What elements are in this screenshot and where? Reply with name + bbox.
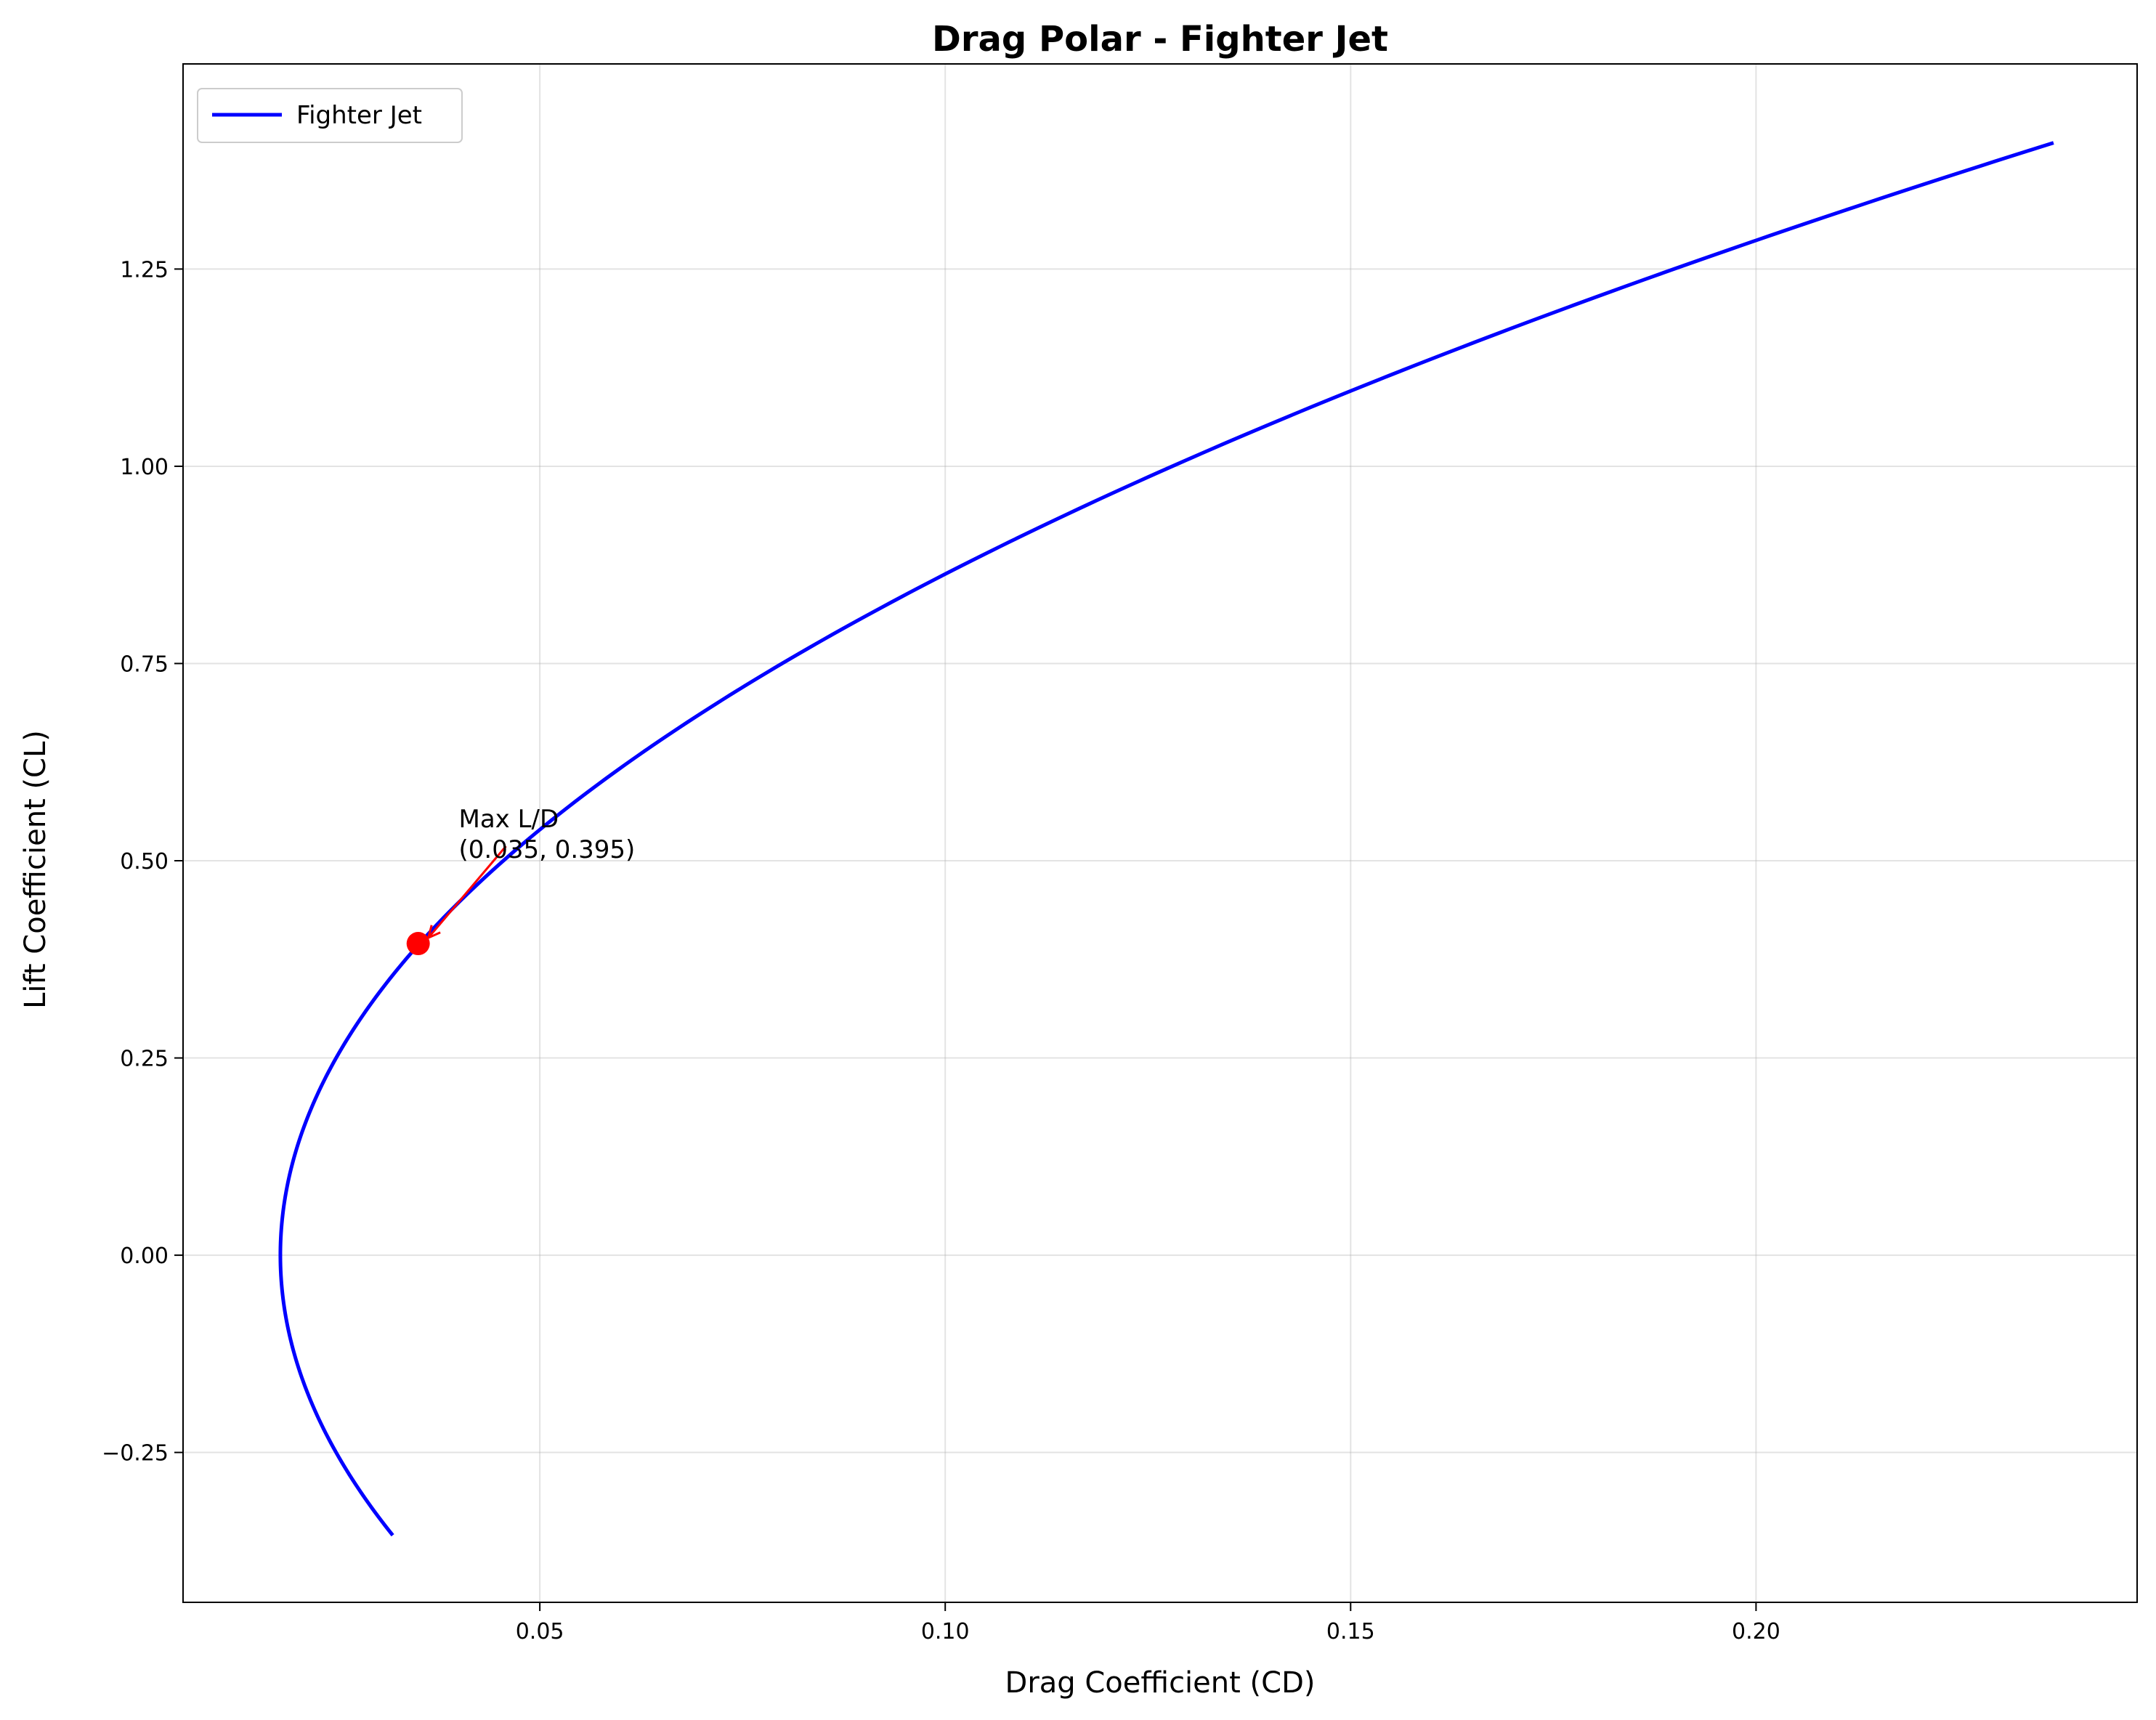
grid-lines (183, 64, 2137, 1602)
y-axis-ticks: −0.25 0.00 0.25 0.50 0.75 1.00 1.25 (102, 257, 183, 1467)
y-tick-label: 0.00 (120, 1244, 169, 1269)
max-ld-point (406, 932, 430, 956)
annotation-label-coords: (0.035, 0.395) (459, 835, 636, 864)
x-tick-label: 0.20 (1732, 1619, 1780, 1644)
y-tick-label: −0.25 (102, 1441, 169, 1467)
annotation-arrowhead (426, 925, 441, 940)
y-axis-label: Lift Coefficient (CL) (19, 730, 52, 1009)
x-tick-label: 0.05 (516, 1619, 564, 1644)
legend-label-fighter-jet: Fighter Jet (296, 101, 422, 130)
annotation-layer: Max L/D(0.035, 0.395) (406, 805, 636, 956)
y-tick-label: 1.00 (120, 455, 169, 480)
series-line-fighter-jet (278, 141, 2054, 1537)
annotation-label-title: Max L/D (459, 805, 559, 834)
y-tick-label: 0.25 (120, 1047, 169, 1072)
series-layer (278, 141, 2054, 1537)
legend: Fighter Jet (197, 88, 463, 143)
plot-frame (182, 63, 2138, 1603)
x-axis-label: Drag Coefficient (CD) (1005, 1666, 1316, 1700)
annotation-arrow (427, 845, 507, 939)
y-tick-label: 1.25 (120, 257, 169, 283)
x-axis-ticks: 0.05 0.10 0.15 0.20 (516, 1602, 1780, 1644)
chart-title: Drag Polar - Fighter Jet (932, 19, 1388, 60)
y-tick-label: 0.50 (120, 849, 169, 875)
x-tick-label: 0.10 (921, 1619, 970, 1644)
x-tick-label: 0.15 (1326, 1619, 1375, 1644)
legend-box (197, 88, 463, 143)
y-tick-label: 0.75 (120, 652, 169, 677)
